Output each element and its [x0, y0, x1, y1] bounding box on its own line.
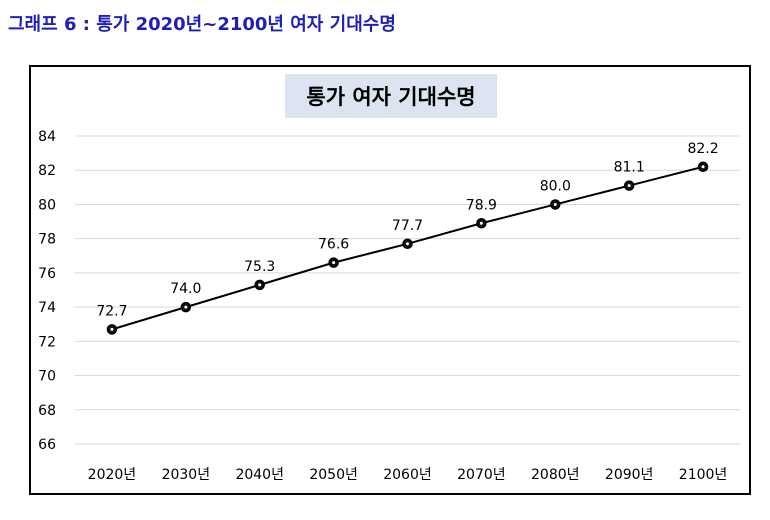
chart-title: 통가 여자 기대수명 — [285, 74, 497, 118]
data-points — [106, 161, 709, 335]
x-tick-label: 2050년 — [309, 467, 358, 483]
y-tick-label: 70 — [38, 369, 56, 385]
x-tick-label: 2060년 — [383, 467, 432, 483]
data-label: 80.0 — [540, 178, 571, 194]
x-tick-label: 2100년 — [679, 467, 728, 483]
x-axis-ticks: 2020년 2030년 2040년 2050년 2060년 2070년 2080년 2090년… — [88, 467, 728, 483]
data-point-highlight — [553, 202, 557, 206]
data-label: 78.9 — [466, 197, 497, 213]
data-label: 72.7 — [96, 303, 127, 319]
y-tick-label: 80 — [38, 197, 56, 213]
x-tick-label: 2090년 — [605, 467, 654, 483]
data-point-highlight — [627, 184, 631, 188]
data-point-highlight — [406, 242, 409, 246]
y-tick-label: 66 — [38, 437, 56, 453]
data-label: 75.3 — [244, 259, 275, 275]
data-point-highlight — [258, 283, 262, 287]
y-tick-label: 76 — [38, 266, 56, 282]
data-point-highlight — [479, 221, 483, 225]
x-tick-label: 2070년 — [457, 467, 506, 483]
x-tick-label: 2040년 — [235, 467, 284, 483]
data-label: 74.0 — [170, 281, 201, 297]
data-point-highlight — [184, 305, 188, 309]
data-point-highlight — [701, 165, 705, 169]
y-tick-label: 68 — [38, 403, 56, 419]
x-tick-label: 2080년 — [531, 467, 580, 483]
data-point-highlight — [332, 261, 336, 265]
data-label: 77.7 — [392, 218, 423, 234]
data-point-highlight — [110, 327, 114, 331]
data-labels: 72.7 74.0 75.3 76.6 77.7 78.9 80.0 81.1 82.2 — [96, 141, 718, 320]
x-tick-label: 2030년 — [162, 467, 211, 483]
data-label: 81.1 — [614, 160, 645, 176]
y-tick-label: 82 — [38, 163, 56, 179]
data-label: 82.2 — [687, 141, 718, 157]
chart-frame — [29, 65, 751, 495]
y-tick-label: 84 — [38, 129, 56, 145]
data-label: 76.6 — [318, 237, 349, 253]
y-tick-label: 78 — [38, 232, 56, 248]
y-axis-ticks: 66 68 70 72 74 76 78 80 82 84 — [38, 129, 56, 453]
figure-caption: 그래프 6 : 통가 2020년~2100년 여자 기대수명 — [8, 14, 396, 35]
x-tick-label: 2020년 — [88, 467, 137, 483]
y-tick-label: 72 — [38, 334, 56, 350]
y-tick-label: 74 — [38, 300, 56, 316]
